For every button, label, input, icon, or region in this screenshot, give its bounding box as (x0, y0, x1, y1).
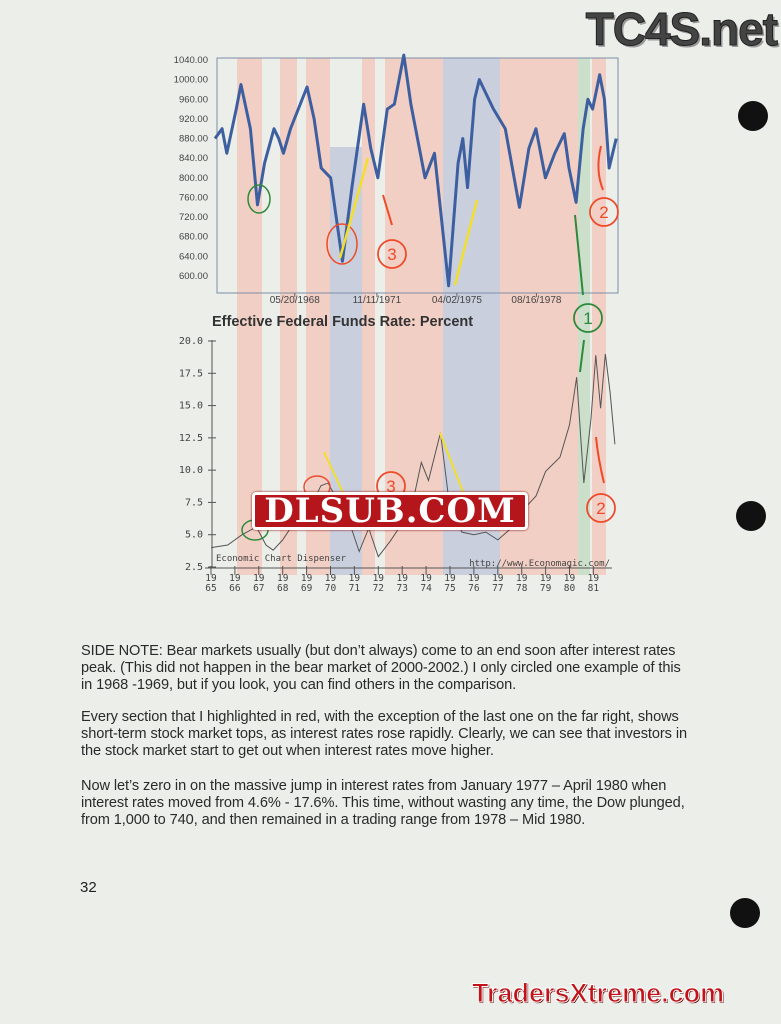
red-arrow (382, 194, 393, 226)
x-tick-label: 67 (253, 583, 264, 594)
red-circle (326, 223, 358, 265)
y-tick-label: 15.0 (179, 401, 203, 412)
annotation-number-three: 3 (387, 245, 396, 264)
watermark-tradersxtreme: TradersXtreme.com (471, 978, 725, 1009)
page-number: 32 (80, 879, 97, 896)
x-tick-label: 81 (588, 583, 600, 594)
x-tick-label: 68 (277, 583, 289, 594)
y-tick-label: 7.5 (185, 497, 203, 508)
punch-hole (730, 898, 760, 928)
x-tick-label: 19 (444, 573, 456, 584)
annotation-number-three: 3 (386, 477, 395, 496)
paragraph-red-sections: Every section that I highlighted in red,… (81, 709, 687, 759)
x-tick-label: 19 (588, 573, 600, 584)
shaded-band (385, 58, 443, 575)
y-tick-label: 17.5 (179, 368, 203, 379)
y-tick-label: 2.5 (185, 562, 203, 573)
y-tick-label: 5.0 (185, 530, 203, 541)
x-tick-label: 80 (564, 583, 576, 594)
x-tick-label: 19 (564, 573, 576, 584)
rate-chart-title: Effective Federal Funds Rate: Percent (212, 314, 474, 330)
x-tick-label: 19 (205, 573, 217, 584)
red-arrow (597, 145, 604, 191)
x-tick-label: 19 (516, 573, 528, 584)
yellow-line (439, 432, 464, 493)
shaded-band (280, 58, 297, 575)
shaded-band (237, 58, 262, 575)
x-tick-label: 19 (540, 573, 552, 584)
x-tick-label: 76 (468, 583, 480, 594)
dow-line (213, 53, 618, 288)
x-tick-label: 66 (229, 583, 241, 594)
annotation-circle (589, 197, 619, 227)
x-tick-label: 19 (396, 573, 408, 584)
annotation-number-two: 2 (599, 203, 608, 222)
x-tick-label: 74 (420, 583, 432, 594)
paragraph-side-note: SIDE NOTE: Bear markets usually (but don… (81, 643, 681, 693)
punch-hole (736, 501, 766, 531)
x-tick-label: 75 (444, 583, 455, 594)
shaded-band (592, 58, 606, 575)
x-tick-label: 73 (396, 583, 407, 594)
yellow-arrow (338, 157, 370, 259)
y-tick-label: 880.00 (179, 134, 208, 145)
y-tick-label: 1000.00 (174, 75, 208, 86)
x-tick-label: 19 (253, 573, 265, 584)
y-tick-label: 760.00 (179, 192, 208, 203)
source-right-label: http://www.Economagic.com/ (469, 559, 610, 569)
y-tick-label: 800.00 (179, 173, 208, 184)
y-tick-label: 10.0 (179, 465, 203, 476)
x-tick-label: 04/02/1975 (432, 295, 482, 306)
source-left-label: Economic Chart Dispenser (216, 554, 347, 564)
x-tick-label: 19 (373, 573, 385, 584)
x-tick-label: 79 (540, 583, 552, 594)
x-tick-label: 19 (349, 573, 361, 584)
y-tick-label: 920.00 (179, 114, 208, 125)
x-tick-label: 19 (229, 573, 241, 584)
x-tick-label: 71 (349, 583, 361, 594)
y-tick-label: 960.00 (179, 94, 208, 105)
paragraph-1977-1980: Now let’s zero in on the massive jump in… (81, 778, 685, 828)
annotation-circle (586, 493, 616, 523)
y-tick-label: 840.00 (179, 153, 208, 164)
x-tick-label: 65 (205, 583, 216, 594)
y-tick-label: 640.00 (179, 251, 208, 262)
green-arrow (579, 339, 585, 373)
x-tick-label: 08/16/1978 (511, 295, 561, 306)
y-tick-label: 720.00 (179, 212, 208, 223)
x-tick-label: 19 (420, 573, 432, 584)
y-tick-label: 20.0 (179, 336, 203, 347)
shaded-band (362, 58, 375, 575)
x-tick-label: 19 (301, 573, 313, 584)
y-tick-label: 1040.00 (174, 55, 208, 66)
annotation-circle (573, 303, 603, 333)
x-tick-label: 19 (325, 573, 337, 584)
x-tick-label: 11/11/1971 (353, 295, 402, 306)
x-tick-label: 70 (325, 583, 337, 594)
yellow-arrow (453, 199, 479, 286)
watermark-dlsub: DLSUB.COM (252, 492, 528, 530)
y-tick-label: 12.5 (179, 433, 203, 444)
x-tick-label: 69 (301, 583, 313, 594)
yellow-line (323, 451, 346, 498)
x-tick-label: 72 (373, 583, 384, 594)
y-tick-label: 680.00 (179, 232, 208, 243)
x-tick-label: 19 (277, 573, 289, 584)
annotation-number-one: 1 (583, 309, 592, 328)
annotation-number-two: 2 (596, 499, 605, 518)
punch-hole (738, 101, 768, 131)
x-tick-label: 19 (468, 573, 480, 584)
green-circle (247, 184, 271, 214)
y-tick-label: 600.00 (179, 271, 208, 282)
chart-figure: 600.00 640.00 680.00 720.00 760.00 800.00 840.… (174, 53, 619, 594)
x-tick-label: 78 (516, 583, 528, 594)
annotation-circle (377, 239, 407, 269)
green-arrow (574, 214, 584, 296)
x-tick-label: 19 (492, 573, 504, 584)
watermark-tc4s: TC4S.net (585, 3, 778, 56)
red-arrow (595, 436, 605, 484)
x-tick-label: 77 (492, 583, 503, 594)
dow-plot-frame (216, 57, 619, 294)
x-tick-label: 05/20/1968 (270, 295, 320, 306)
